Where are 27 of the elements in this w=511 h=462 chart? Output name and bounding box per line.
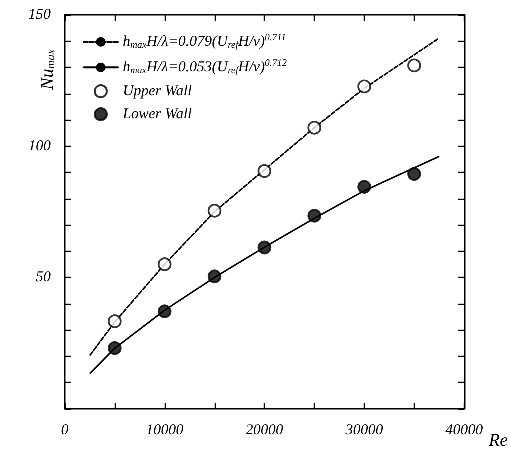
x-tick-label: 30000 [344,422,384,438]
line-series [90,156,440,374]
point [208,270,222,284]
point [108,341,122,356]
y-tick-label: 150 [28,7,52,23]
point [358,180,372,194]
legend-label: Lower Wall [122,106,192,122]
y-tick-label: 100 [28,138,52,154]
point [308,121,322,135]
legend-label: Upper Wall [123,84,192,100]
point [258,164,272,178]
x-tick-label: 20000 [246,422,284,438]
point [158,258,172,272]
y-axis-title: Numax [37,48,58,91]
x-axis-title: Re [488,430,508,450]
y-tick-label: 50 [36,270,52,286]
point [208,204,222,218]
point [408,167,422,182]
x-tick-label: 40000 [446,422,484,438]
point [258,240,272,255]
point [158,304,172,318]
x-tick-label: 10000 [146,422,184,438]
x-tick-label: 0 [61,422,70,438]
point [358,80,372,94]
point [108,314,122,328]
point [408,58,422,73]
point [308,209,322,223]
